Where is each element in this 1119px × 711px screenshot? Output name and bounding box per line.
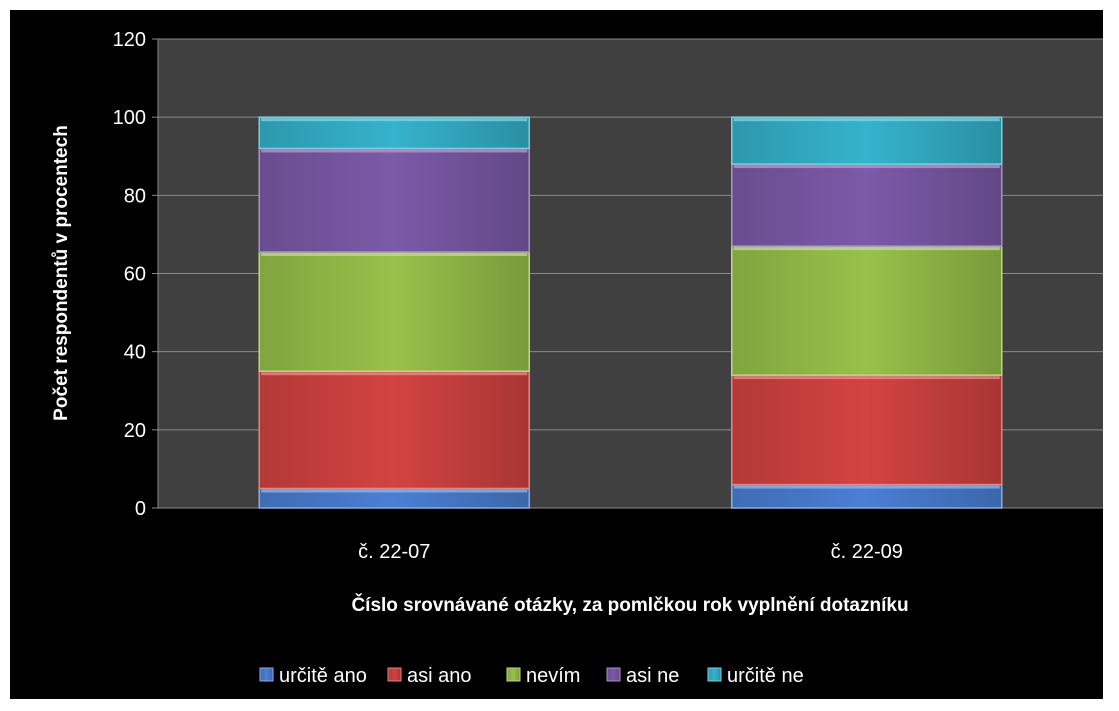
bar-segment-highlight xyxy=(261,489,528,493)
bar-segment-highlight xyxy=(261,372,528,376)
legend-label: určitě ano xyxy=(279,665,367,687)
bar-segment xyxy=(258,370,530,490)
y-axis-ticks: 0 20 40 60 80 100 120 xyxy=(113,29,146,520)
stacked-bar-chart: 0 20 40 60 80 100 120 č. 22-07 č. 22-09 Počet r… xyxy=(51,29,1103,687)
bar-segment xyxy=(731,374,1003,486)
bar-segment xyxy=(258,147,530,253)
y-tick-label: 60 xyxy=(124,264,146,286)
bar-segment-highlight xyxy=(261,253,528,257)
bar-segment-highlight xyxy=(733,165,1000,169)
bar-segment xyxy=(258,116,530,150)
bar-segment-highlight xyxy=(733,118,1000,122)
bar-segment xyxy=(731,116,1003,165)
bar-segment xyxy=(731,245,1003,376)
x-axis-title: Číslo srovnávané otázky, za pomlčkou rok… xyxy=(351,594,908,616)
y-tick-label: 20 xyxy=(124,420,146,442)
y-tick-label: 0 xyxy=(135,498,146,520)
bar-segment xyxy=(731,163,1003,247)
chart-container: 0 20 40 60 80 100 120 č. 22-07 č. 22-09 Počet r… xyxy=(10,10,1103,699)
bar-segment-highlight xyxy=(733,376,1000,380)
x-tick-label: č. 22-07 xyxy=(358,541,430,563)
legend: určitě ano asi ano nevím asi ne určitě ne xyxy=(259,665,804,687)
y-tick-label: 40 xyxy=(124,342,146,364)
legend-swatch xyxy=(707,667,722,682)
legend-swatch xyxy=(259,667,274,682)
y-tick-label: 100 xyxy=(113,107,146,129)
y-axis-title: Počet respondentů v procentech xyxy=(51,125,72,421)
bar-segment xyxy=(258,251,530,372)
legend-swatch xyxy=(506,667,521,682)
y-tick-label: 80 xyxy=(124,185,146,207)
bar-segment-highlight xyxy=(261,149,528,153)
bar-segment-highlight xyxy=(733,247,1000,251)
legend-label: určitě ne xyxy=(727,665,804,687)
bar-segment-highlight xyxy=(261,118,528,122)
legend-swatch xyxy=(606,667,621,682)
legend-label: asi ne xyxy=(626,665,679,687)
legend-label: nevím xyxy=(526,665,580,687)
y-tick-label: 120 xyxy=(113,29,146,51)
bars xyxy=(258,116,1003,509)
x-axis-ticks: č. 22-07 č. 22-09 xyxy=(358,541,903,563)
legend-label: asi ano xyxy=(407,665,472,687)
bar-segment-highlight xyxy=(733,485,1000,489)
x-tick-label: č. 22-09 xyxy=(831,541,903,563)
legend-swatch xyxy=(387,667,402,682)
